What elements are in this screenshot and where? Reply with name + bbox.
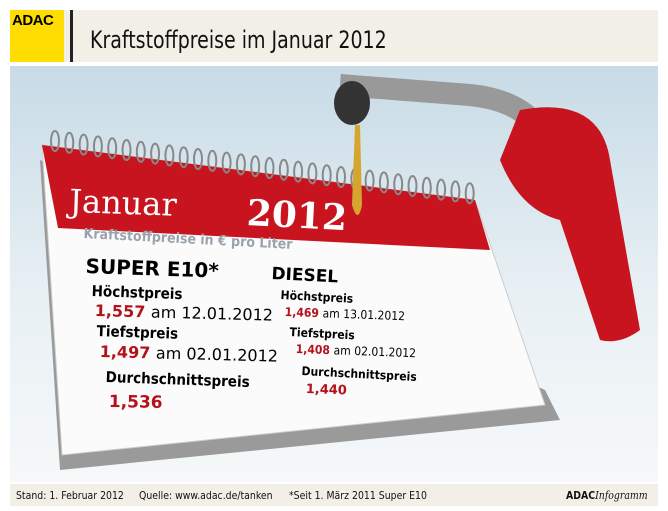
diesel-avg-value: 1,440: [305, 382, 348, 399]
spiral-ring: [307, 162, 318, 185]
calendar-year: 2012: [245, 192, 349, 240]
spiral-ring: [135, 140, 146, 163]
nozzle-opening: [334, 81, 370, 125]
calendar-red-band: [42, 145, 490, 250]
spiral-ring: [92, 135, 103, 158]
spiral-ring: [207, 149, 218, 172]
spiral-ring: [407, 175, 418, 197]
spiral-ring: [336, 166, 346, 188]
diesel-heading: DIESEL: [270, 264, 339, 288]
calendar-month: Januar: [68, 182, 178, 224]
fuel-drop: [352, 125, 362, 215]
spiral-ring: [193, 148, 203, 170]
spiral-ring: [264, 157, 275, 179]
spiral-ring: [450, 180, 461, 203]
spiral-ring: [464, 182, 475, 205]
super-min-date: am 02.01.2012: [155, 343, 279, 366]
super-max-date: am 12.01.2012: [150, 302, 274, 325]
spiral-ring: [164, 144, 175, 167]
diesel-min-value: 1,408: [295, 342, 331, 358]
super-heading: SUPER E10*: [85, 254, 220, 283]
footer-stand: Stand: 1. Februar 2012: [16, 489, 124, 502]
spiral-ring: [178, 146, 189, 169]
fuel-nozzle: [334, 74, 640, 342]
footer-brand: ADACInfogramm: [566, 489, 648, 502]
footer-brand-adac: ADAC: [566, 489, 596, 502]
page-title: Kraftstoffpreise im Januar 2012: [90, 26, 387, 54]
header-divider: [70, 10, 73, 62]
spiral-ring: [293, 160, 304, 183]
header-bar: [10, 10, 658, 62]
spiral-ring: [107, 137, 118, 160]
diesel-min-date: am 02.01.2012: [333, 343, 417, 361]
super-min-value: 1,497: [99, 342, 151, 363]
spiral-ring: [150, 142, 161, 165]
spiral-ring: [321, 164, 332, 187]
super-max-value: 1,557: [94, 301, 146, 322]
footer-brand-suffix: Infogramm: [595, 489, 648, 502]
footer-bar: [10, 484, 658, 506]
logo-text: ADAC: [12, 12, 54, 29]
spiral-ring: [50, 130, 60, 152]
super-max-label: Höchstpreis: [91, 282, 183, 304]
spiral-ring: [64, 131, 75, 154]
nozzle-handle: [500, 107, 640, 342]
super-min-label: Tiefstpreis: [96, 322, 179, 343]
spiral-ring: [278, 158, 289, 181]
adac-logo: ADAC: [10, 10, 64, 62]
spiral-ring: [421, 176, 432, 199]
spiral-ring: [364, 169, 375, 192]
spiral-rings: /* rings drawn below */: [50, 130, 475, 205]
spiral-ring: [121, 139, 132, 161]
diesel-max-value: 1,469: [284, 305, 320, 321]
footer-note: *Seit 1. März 2011 Super E10: [289, 489, 427, 502]
super-avg-value: 1,536: [108, 392, 163, 413]
spiral-ring: [378, 171, 389, 194]
spiral-ring: [250, 155, 261, 178]
spiral-ring: [436, 178, 447, 201]
diesel-max-date: am 13.01.2012: [322, 306, 406, 324]
spiral-ring: [221, 151, 232, 174]
nozzle-pipe: [339, 74, 550, 137]
spiral-ring: [393, 173, 404, 196]
spiral-ring: [235, 153, 246, 176]
spiral-ring: [78, 133, 89, 156]
footer-source: Quelle: www.adac.de/tanken: [139, 489, 273, 502]
